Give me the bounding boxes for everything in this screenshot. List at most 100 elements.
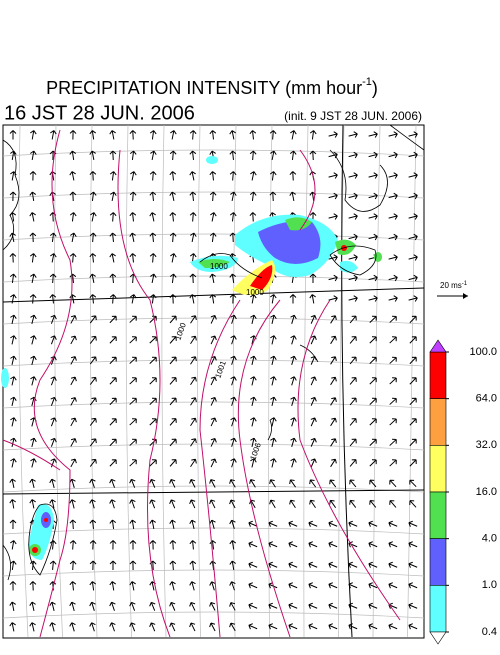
wind-arrow <box>348 274 358 282</box>
wind-arrow <box>408 582 418 589</box>
wind-arrow <box>109 273 117 284</box>
wind-arrow <box>109 478 116 488</box>
wind-arrow <box>388 172 398 179</box>
wind-arrow <box>109 130 116 140</box>
wind-arrow <box>368 274 378 282</box>
wind-arrow <box>129 560 137 571</box>
wind-arrow <box>349 377 357 385</box>
wind-arrow <box>270 335 277 345</box>
wind-arrow <box>69 560 77 571</box>
wind-arrow <box>30 150 37 161</box>
wind-arrow <box>49 499 56 509</box>
wind-arrow <box>388 561 398 568</box>
wind-arrow <box>388 295 398 302</box>
wind-arrow <box>369 438 377 447</box>
wind-arrow <box>129 581 136 591</box>
wind-arrow <box>348 172 358 179</box>
wind-arrow <box>349 459 357 467</box>
wind-arrow <box>408 623 418 630</box>
wind-arrow <box>129 315 137 323</box>
wind-arrow <box>348 192 358 200</box>
lat-line <box>2 443 425 451</box>
wind-arrow <box>388 623 398 630</box>
wind-arrow <box>308 602 318 609</box>
wind-arrow <box>109 622 116 632</box>
wind-arrow <box>368 623 378 630</box>
wind-arrow <box>409 500 417 508</box>
wind-arrow <box>70 417 77 427</box>
wind-arrow <box>290 130 297 140</box>
wind-arrow <box>129 336 137 344</box>
wind-arrow <box>169 418 177 426</box>
wind-arrow <box>409 377 417 385</box>
wind-arrow <box>70 397 77 406</box>
wind-arrow <box>210 314 217 324</box>
wind-arrow <box>130 294 137 304</box>
wind-arrow <box>248 582 258 589</box>
wind-arrow <box>109 253 116 263</box>
wind-arrow <box>349 336 357 344</box>
wind-arrow <box>149 336 157 344</box>
wind-arrow <box>408 295 418 302</box>
wind-arrow <box>408 131 418 138</box>
wind-arrow <box>270 150 277 161</box>
wind-arrow <box>109 601 116 611</box>
wind-arrow <box>388 151 398 159</box>
wind-arrow <box>230 376 237 386</box>
wind-arrow <box>89 601 96 611</box>
wind-arrow <box>129 601 136 611</box>
wind-arrow <box>89 417 97 426</box>
wind-arrow <box>29 171 37 181</box>
wind-arrow <box>348 151 358 159</box>
colorbar-segment <box>429 398 447 446</box>
wind-arrow <box>249 150 257 161</box>
wind-arrow <box>189 479 196 488</box>
wind-arrow <box>69 191 77 202</box>
wind-arrow <box>229 212 237 222</box>
wind-arrow <box>169 622 176 632</box>
wind-arrow <box>349 397 357 406</box>
wind-arrow <box>330 458 337 468</box>
wind-arrow <box>209 130 217 140</box>
wind-arrow <box>409 397 417 406</box>
title-text: PRECIPITATION INTENSITY (mm hour <box>46 78 362 98</box>
wind-arrow <box>389 336 397 344</box>
wind-arrow <box>149 191 157 202</box>
wind-arrow <box>210 437 217 447</box>
wind-arrow <box>129 130 137 140</box>
wind-arrow <box>408 213 418 220</box>
wind-arrow <box>368 541 378 548</box>
wind-arrow <box>89 499 96 509</box>
wind-arrow <box>268 623 278 630</box>
wind-arrow <box>109 171 117 181</box>
wind-arrow <box>290 396 297 406</box>
wind-arrow <box>229 581 236 591</box>
wind-arrow <box>89 438 97 447</box>
wind-arrow <box>268 561 278 568</box>
wind-arrow <box>89 356 97 365</box>
wind-arrow <box>269 191 277 202</box>
wind-arrow <box>209 171 217 181</box>
wind-arrow <box>270 437 277 447</box>
wind-arrow <box>129 356 137 364</box>
wind-arrow <box>189 150 197 161</box>
wind-arrow <box>328 192 338 200</box>
lat-line <box>2 149 425 157</box>
wind-arrow <box>290 335 297 345</box>
wind-arrow <box>209 273 216 284</box>
wind-arrow <box>69 581 77 591</box>
wind-arrow <box>89 397 97 406</box>
wind-arrow <box>328 520 338 527</box>
wind-arrow <box>349 356 357 365</box>
wind-arrow <box>369 397 377 406</box>
wind-arrow <box>10 396 17 406</box>
wind-arrow <box>129 232 136 243</box>
wind-arrow <box>289 191 296 202</box>
wind-arrow <box>89 458 97 467</box>
wind-arrow <box>210 458 217 468</box>
wind-arrow <box>330 438 337 447</box>
wind-arrow <box>308 623 318 630</box>
wind-arrow <box>229 479 236 488</box>
wind-arrow <box>9 601 16 612</box>
wind-arrow <box>388 520 398 527</box>
